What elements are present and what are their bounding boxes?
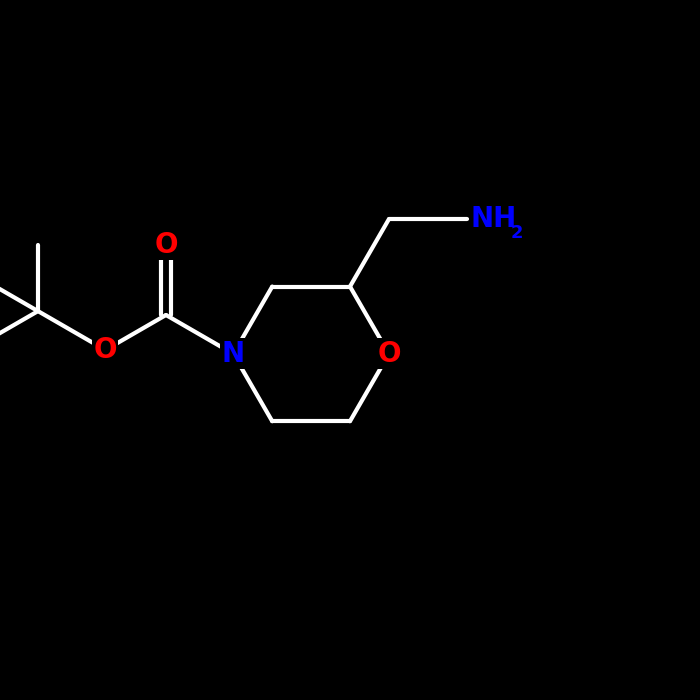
Text: O: O: [94, 336, 117, 364]
Text: 2: 2: [511, 224, 524, 242]
Text: N: N: [222, 340, 245, 368]
Text: O: O: [154, 231, 178, 259]
Text: O: O: [377, 340, 400, 368]
Text: NH: NH: [470, 205, 517, 233]
